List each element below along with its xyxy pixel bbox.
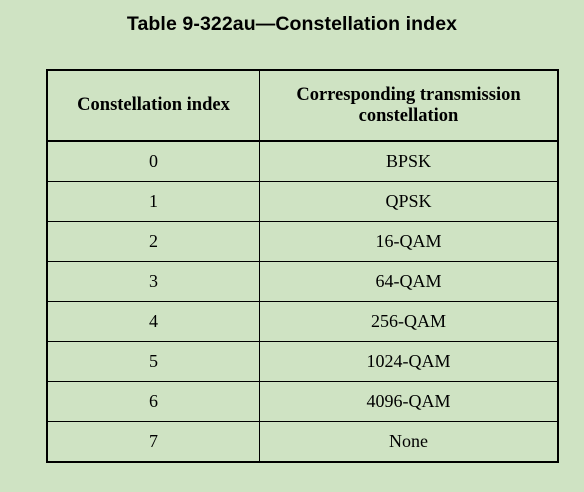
index-cell: 1 bbox=[46, 181, 261, 222]
table-row: 6 4096-QAM bbox=[46, 381, 559, 422]
index-cell: 6 bbox=[46, 381, 261, 422]
table-row: 5 1024-QAM bbox=[46, 341, 559, 382]
constellation-cell: None bbox=[259, 421, 559, 463]
table-row: 4 256-QAM bbox=[46, 301, 559, 342]
index-cell: 4 bbox=[46, 301, 261, 342]
table-row: 1 QPSK bbox=[46, 181, 559, 222]
column-header-transmission-constellation-text: Corresponding transmission constellation bbox=[296, 84, 521, 126]
index-cell: 0 bbox=[46, 140, 261, 182]
constellation-cell: 1024-QAM bbox=[259, 341, 559, 382]
table-row: 7 None bbox=[46, 421, 559, 463]
column-header-constellation-index: Constellation index bbox=[46, 69, 261, 142]
constellation-index-table: Constellation index Corresponding transm… bbox=[46, 69, 559, 463]
constellation-cell: 16-QAM bbox=[259, 221, 559, 262]
table-caption: Table 9-322au—Constellation index bbox=[126, 13, 458, 35]
index-cell: 5 bbox=[46, 341, 261, 382]
table-row: 3 64-QAM bbox=[46, 261, 559, 302]
table-row: 2 16-QAM bbox=[46, 221, 559, 262]
constellation-cell: 64-QAM bbox=[259, 261, 559, 302]
constellation-cell: BPSK bbox=[259, 140, 559, 182]
index-cell: 7 bbox=[46, 421, 261, 463]
header-row: Constellation index Corresponding transm… bbox=[46, 69, 559, 142]
constellation-cell: QPSK bbox=[259, 181, 559, 222]
constellation-cell: 256-QAM bbox=[259, 301, 559, 342]
constellation-cell: 4096-QAM bbox=[259, 381, 559, 422]
table-row: 0 BPSK bbox=[46, 140, 559, 182]
index-cell: 2 bbox=[46, 221, 261, 262]
index-cell: 3 bbox=[46, 261, 261, 302]
column-header-transmission-constellation: Corresponding transmission constellation bbox=[259, 69, 559, 142]
